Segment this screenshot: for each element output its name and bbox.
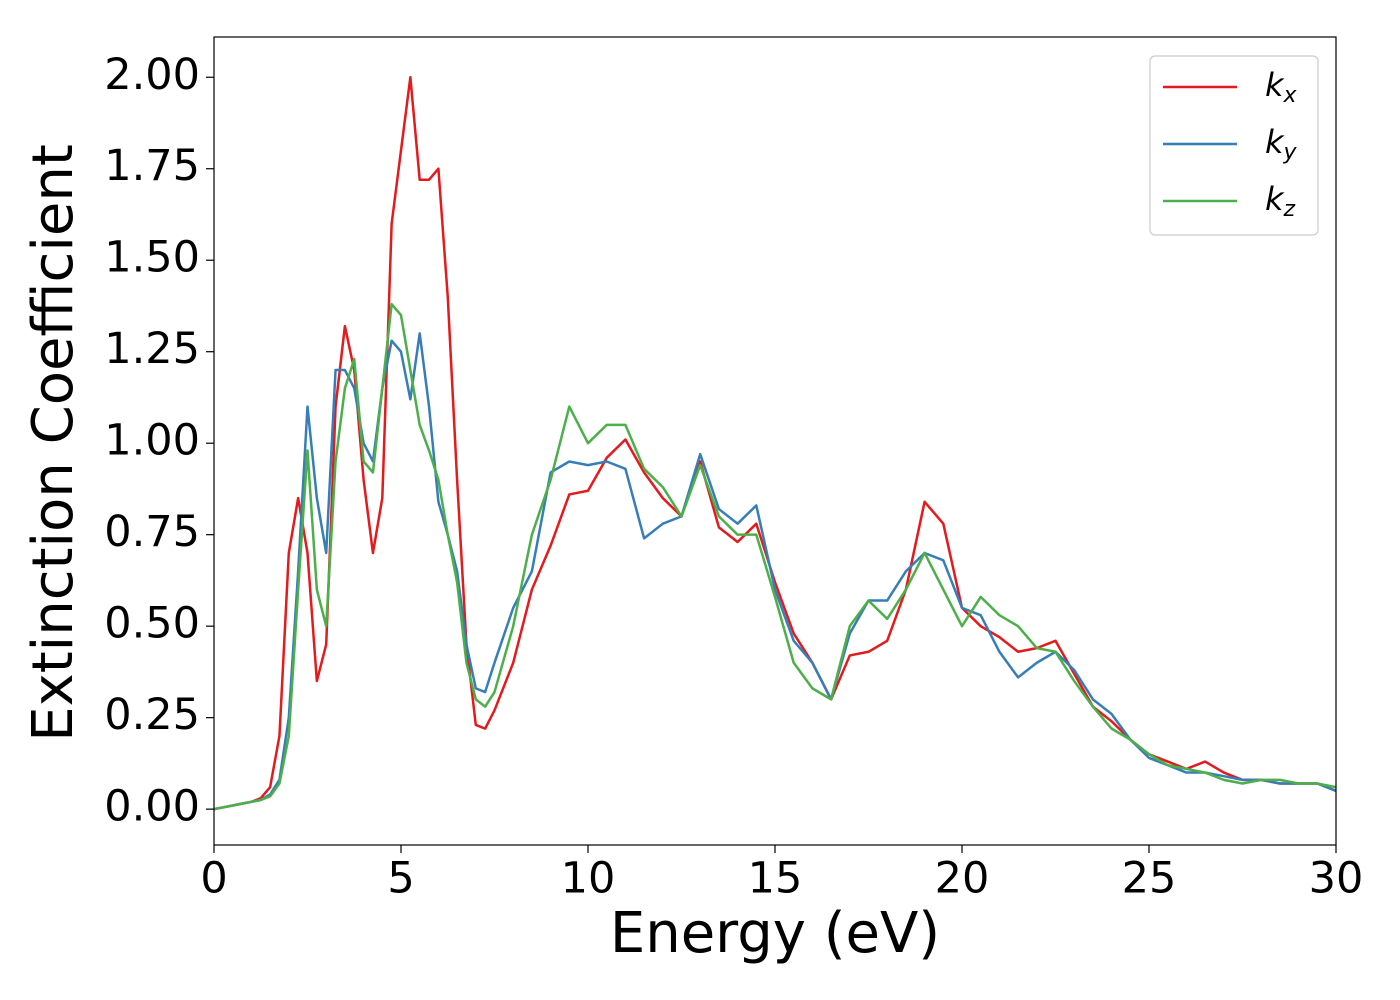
x-tick-label: 10	[561, 854, 616, 904]
y-tick-label: 2.00	[104, 50, 200, 100]
x-tick-label: 30	[1309, 854, 1364, 904]
line-series	[214, 302, 1336, 811]
y-tick-label: 0.00	[104, 782, 200, 832]
y-tick-label: 1.00	[104, 416, 200, 466]
y-tick-label: 1.25	[104, 324, 200, 374]
legend-label: ky	[1265, 123, 1298, 165]
plot-frame	[213, 36, 1337, 846]
y-tick-label: 1.50	[104, 233, 200, 283]
x-tick-label: 0	[200, 854, 227, 904]
x-tick-label: 5	[387, 854, 414, 904]
y-tick-label: 0.25	[104, 690, 200, 740]
x-tick-label: 25	[1122, 854, 1177, 904]
legend-label: kx	[1265, 66, 1298, 108]
y-axis-label: Extinction Coefficient	[21, 144, 86, 742]
y-tick-label: 0.50	[104, 599, 200, 649]
x-axis-label: Energy (eV)	[610, 901, 940, 966]
y-tick-label: 1.75	[104, 141, 200, 191]
x-tick-label: 20	[935, 854, 990, 904]
y-tick-label: 0.75	[104, 507, 200, 557]
line-series	[214, 332, 1336, 811]
legend-box	[1149, 55, 1319, 236]
x-tick-label: 15	[748, 854, 803, 904]
legend-label: kz	[1265, 180, 1296, 222]
